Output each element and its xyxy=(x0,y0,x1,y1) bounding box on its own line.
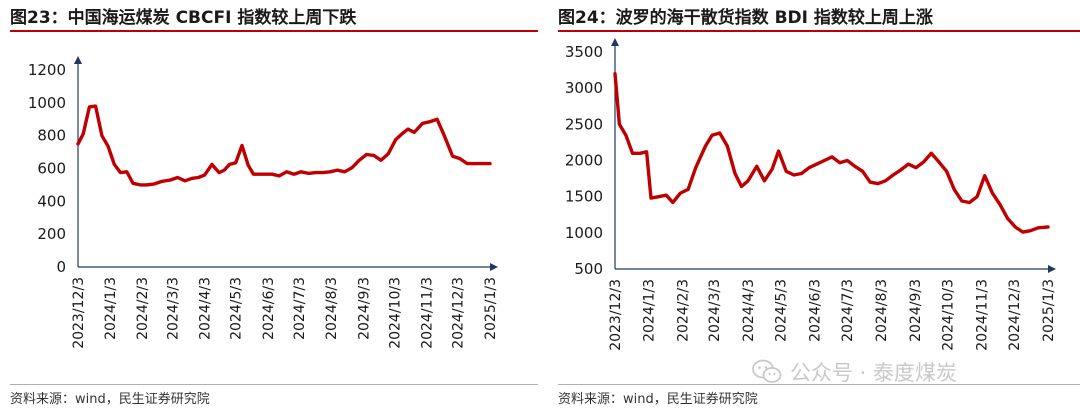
x-tick-label: 2023/12/3 xyxy=(71,277,87,349)
x-tick-label: 2024/8/3 xyxy=(324,277,340,340)
x-tick-label: 2024/12/3 xyxy=(1007,279,1023,351)
x-tick-label: 2024/3/3 xyxy=(165,277,181,340)
y-tick-label: 800 xyxy=(37,127,66,145)
x-tick-label: 2024/4/3 xyxy=(741,279,757,342)
y-tick-label: 2000 xyxy=(565,152,603,170)
x-tick-label: 2025/1/3 xyxy=(1041,279,1057,342)
x-tick-label: 2024/6/3 xyxy=(807,279,823,342)
y-axis-arrow xyxy=(74,56,82,64)
chart-title: 图24：波罗的海干散货指数 BDI 指数较上周上涨 xyxy=(558,8,933,28)
y-tick-label: 400 xyxy=(37,192,66,210)
x-axis-arrow xyxy=(1048,265,1056,273)
x-tick-label: 2024/7/3 xyxy=(840,279,856,342)
bdi-line-chart: 500 1000 1500 2000 2500 3000 3500 2023/12/3 2024… xyxy=(565,38,1057,351)
cbcfi-line-chart: 0 200 400 600 800 1000 1200 2023/12/3 2024/1/3 20… xyxy=(28,56,499,349)
x-tick-label: 2024/5/3 xyxy=(229,277,245,340)
x-tick-label: 2024/9/3 xyxy=(356,277,372,340)
chart-panel-cbcfi: 图23：中国海运煤炭 CBCFI 指数较上周下跌 0 200 400 600 800 10… xyxy=(0,0,538,417)
x-tick-label: 2024/8/3 xyxy=(874,279,890,342)
source-note: 资料来源：wind，民生证券研究院 xyxy=(10,392,210,407)
y-tick-label: 600 xyxy=(37,160,66,178)
y-axis-arrow xyxy=(611,38,619,46)
chart-panel-bdi: 图24：波罗的海干散货指数 BDI 指数较上周上涨 500 1000 1500 200… xyxy=(548,0,1080,417)
y-tick-label: 1500 xyxy=(565,188,603,206)
x-tick-label: 2025/1/3 xyxy=(483,277,499,340)
x-tick-label: 2024/9/3 xyxy=(908,279,924,342)
y-tick-label: 1200 xyxy=(28,61,66,79)
x-tick-label: 2024/5/3 xyxy=(774,279,790,342)
source-note: 资料来源：wind，民生证券研究院 xyxy=(558,392,758,407)
title-rule: 图24：波罗的海干散货指数 BDI 指数较上周上涨 xyxy=(558,0,1080,32)
y-tick-label: 3500 xyxy=(565,43,603,61)
y-tick-label: 0 xyxy=(56,258,66,276)
x-tick-label: 2024/6/3 xyxy=(261,277,277,340)
source-rule xyxy=(10,384,538,385)
y-tick-label: 200 xyxy=(37,225,66,243)
wechat-icon xyxy=(752,359,782,383)
watermark-text: 公众号 · 泰度煤炭 xyxy=(790,361,958,385)
x-axis-arrow xyxy=(490,263,498,271)
series-line xyxy=(76,104,492,187)
y-tick-label: 1000 xyxy=(565,224,603,242)
y-tick-label: 500 xyxy=(574,260,603,278)
watermark: 公众号 · 泰度煤炭 xyxy=(752,354,957,390)
x-tick-label: 2024/11/3 xyxy=(974,279,990,351)
x-tick-label: 2024/12/3 xyxy=(451,277,467,349)
title-rule: 图23：中国海运煤炭 CBCFI 指数较上周下跌 xyxy=(10,0,538,32)
x-tick-label: 2024/2/3 xyxy=(135,277,151,340)
x-tick-label: 2024/1/3 xyxy=(103,277,119,340)
y-tick-label: 3000 xyxy=(565,79,603,97)
chart-title: 图23：中国海运煤炭 CBCFI 指数较上周下跌 xyxy=(10,8,357,28)
x-tick-label: 2024/10/3 xyxy=(941,279,957,351)
y-tick-label: 1000 xyxy=(28,94,66,112)
x-tick-label: 2024/2/3 xyxy=(676,279,692,342)
series-line xyxy=(613,72,1050,234)
x-tick-label: 2024/3/3 xyxy=(707,279,723,342)
x-tick-label: 2024/11/3 xyxy=(420,277,436,349)
x-tick-label: 2023/12/3 xyxy=(608,279,624,351)
x-tick-label: 2024/4/3 xyxy=(198,277,214,340)
y-tick-label: 2500 xyxy=(565,115,603,133)
x-tick-label: 2024/7/3 xyxy=(292,277,308,340)
source-rule xyxy=(558,384,1080,385)
x-tick-label: 2024/10/3 xyxy=(387,277,403,349)
x-tick-label: 2024/1/3 xyxy=(642,279,658,342)
